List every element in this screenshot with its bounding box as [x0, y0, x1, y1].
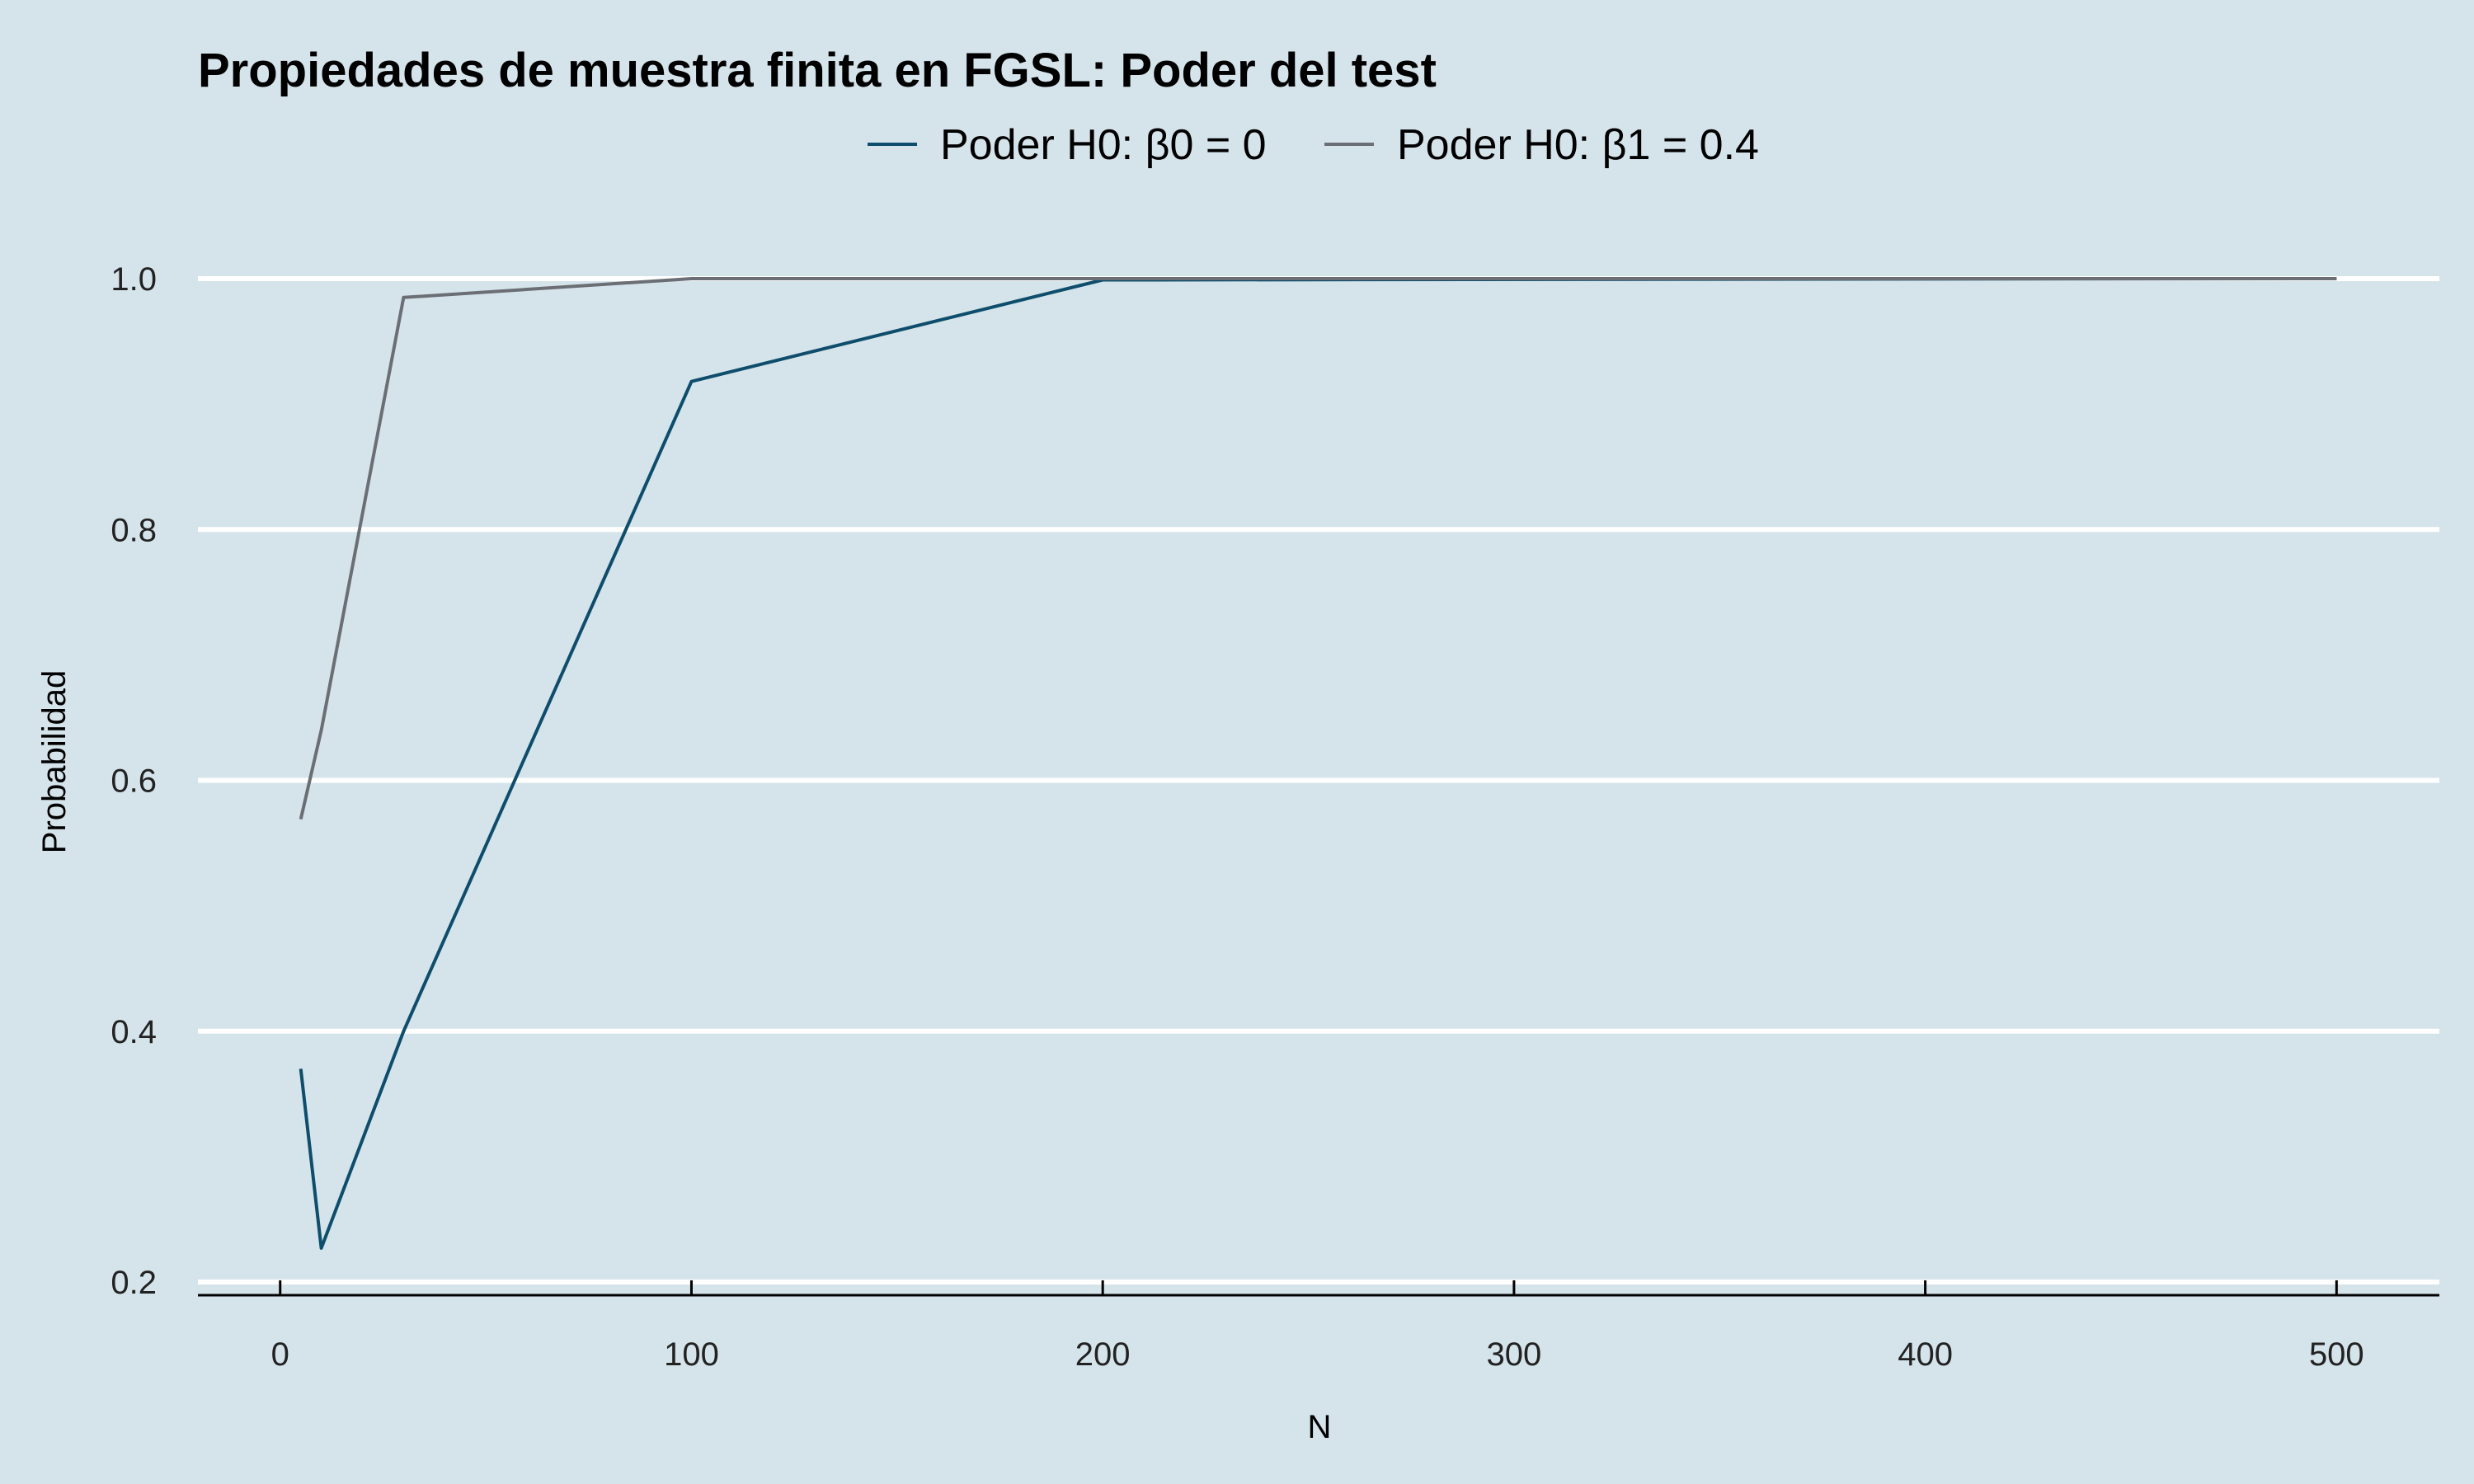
x-tick-label-5: 500	[2309, 1336, 2364, 1373]
legend-label-b1: Poder H0: β1 = 0.4	[1397, 121, 1759, 169]
x-axis-label: N	[1308, 1409, 1332, 1445]
legend-label-b0: Poder H0: β0 = 0	[940, 121, 1267, 169]
x-tick-label-0: 0	[271, 1336, 289, 1373]
series-group	[299, 277, 2337, 1250]
x-axis-ticks: 0 100 200 300 400 500	[271, 1280, 2364, 1373]
y-axis-ticks: 0.2 0.4 0.6 0.8 1.0	[111, 261, 157, 1301]
series-line-1	[299, 277, 2337, 820]
x-tick-label-3: 300	[1487, 1336, 1542, 1373]
chart-title: Propiedades de muestra finita en FGSL: P…	[198, 44, 1437, 97]
grid-lines	[198, 276, 2439, 1284]
series-line-0	[299, 277, 2337, 1250]
x-tick-label-2: 200	[1075, 1336, 1131, 1373]
x-tick-label-4: 400	[1898, 1336, 1953, 1373]
y-axis-label: Probabilidad	[36, 670, 73, 853]
plot-area: 0 100 200 300 400 500 0.2 0.4 0.6 0.8 1.0	[111, 261, 2439, 1373]
y-tick-label-0: 0.2	[111, 1265, 157, 1301]
y-tick-label-3: 0.8	[111, 512, 157, 548]
legend: Poder H0: β0 = 0 Poder H0: β1 = 0.4	[868, 121, 1759, 169]
x-tick-label-1: 100	[664, 1336, 719, 1373]
y-tick-label-4: 1.0	[111, 261, 157, 298]
y-tick-label-2: 0.6	[111, 763, 157, 800]
y-tick-label-1: 0.4	[111, 1014, 157, 1050]
